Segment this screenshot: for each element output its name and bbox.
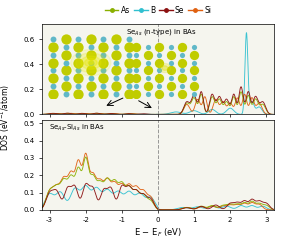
X-axis label: E − E$_F$ (eV): E − E$_F$ (eV)	[134, 226, 182, 239]
Text: DOS (eV$^{-1}$/atom): DOS (eV$^{-1}$/atom)	[0, 84, 12, 151]
Text: Se$_{As}$-Si$_{As}$ in BAs: Se$_{As}$-Si$_{As}$ in BAs	[49, 122, 105, 133]
Text: Se$_{As}$ (n-type) in BAs: Se$_{As}$ (n-type) in BAs	[125, 27, 197, 37]
Legend: As, B, Se, Si: As, B, Se, Si	[102, 3, 214, 18]
